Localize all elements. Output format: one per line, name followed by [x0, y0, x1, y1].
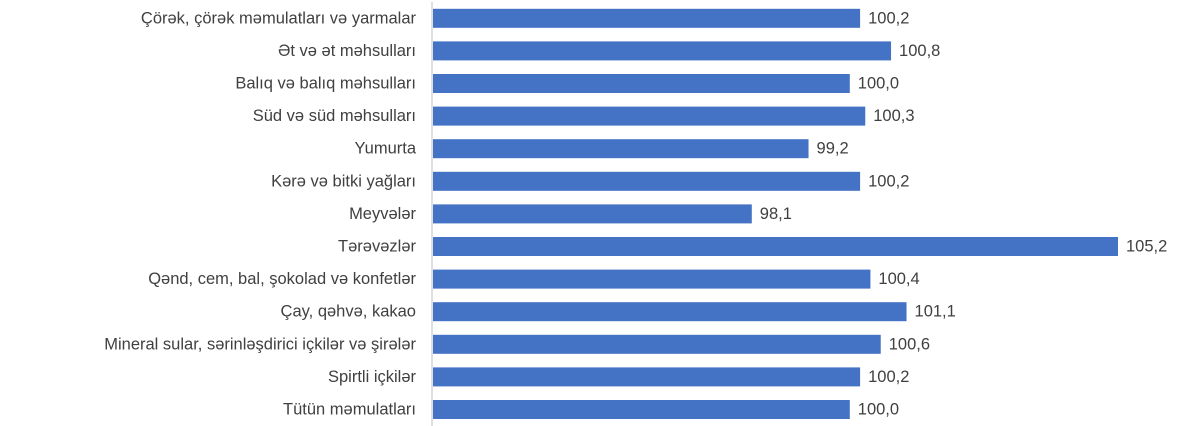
category-label: Yumurta	[355, 140, 417, 158]
value-label: 100,0	[858, 401, 899, 419]
value-label: 98,1	[760, 205, 792, 223]
bar	[433, 8, 861, 28]
value-label: 99,2	[817, 140, 849, 158]
category-label: Süd və süd məhsulları	[253, 107, 416, 125]
category-label: Spirtli içkilər	[328, 368, 417, 386]
value-label: 105,2	[1126, 238, 1167, 256]
bar	[433, 204, 752, 224]
value-label: 100,6	[889, 335, 930, 353]
bar	[433, 400, 850, 419]
bar	[433, 269, 871, 289]
bar	[433, 302, 907, 322]
value-label: 100,2	[868, 368, 909, 386]
value-label: 100,8	[899, 42, 940, 60]
category-labels: Çörək, çörək məmulatları və yarmalar Ət v…	[104, 9, 417, 418]
value-label: 100,2	[868, 9, 909, 27]
category-label: Mineral sular, sərinləşdirici içkilər və…	[104, 335, 416, 353]
value-label: 100,3	[873, 107, 914, 125]
category-label: Ət və ət məhsulları	[278, 42, 416, 60]
category-label: Tərəvəzlər	[338, 238, 416, 256]
bar	[433, 171, 861, 191]
value-label: 100,4	[878, 270, 919, 288]
bar	[433, 74, 850, 93]
value-label: 100,0	[858, 75, 899, 93]
category-label: Çay, qəhvə, kakao	[281, 303, 416, 321]
bar	[433, 367, 861, 387]
category-label: Balıq və balıq məhsulları	[235, 75, 416, 93]
bars-group	[433, 8, 1118, 419]
category-label: Tütün məmulatları	[283, 401, 416, 419]
category-label: Kərə və bitki yağları	[271, 172, 416, 190]
category-label: Çörək, çörək məmulatları və yarmalar	[141, 9, 417, 27]
value-label: 101,1	[915, 303, 956, 321]
bar	[433, 41, 892, 61]
category-label: Meyvələr	[349, 205, 416, 223]
bar	[433, 334, 881, 354]
category-label: Qənd, cem, bal, şokolad və konfetlər	[148, 270, 416, 288]
bar	[433, 237, 1118, 256]
value-label: 100,2	[868, 172, 909, 190]
bar	[433, 106, 866, 126]
bar	[433, 139, 809, 159]
data-labels: 100,2100,8100,0100,399,2100,298,1105,210…	[760, 9, 1168, 418]
